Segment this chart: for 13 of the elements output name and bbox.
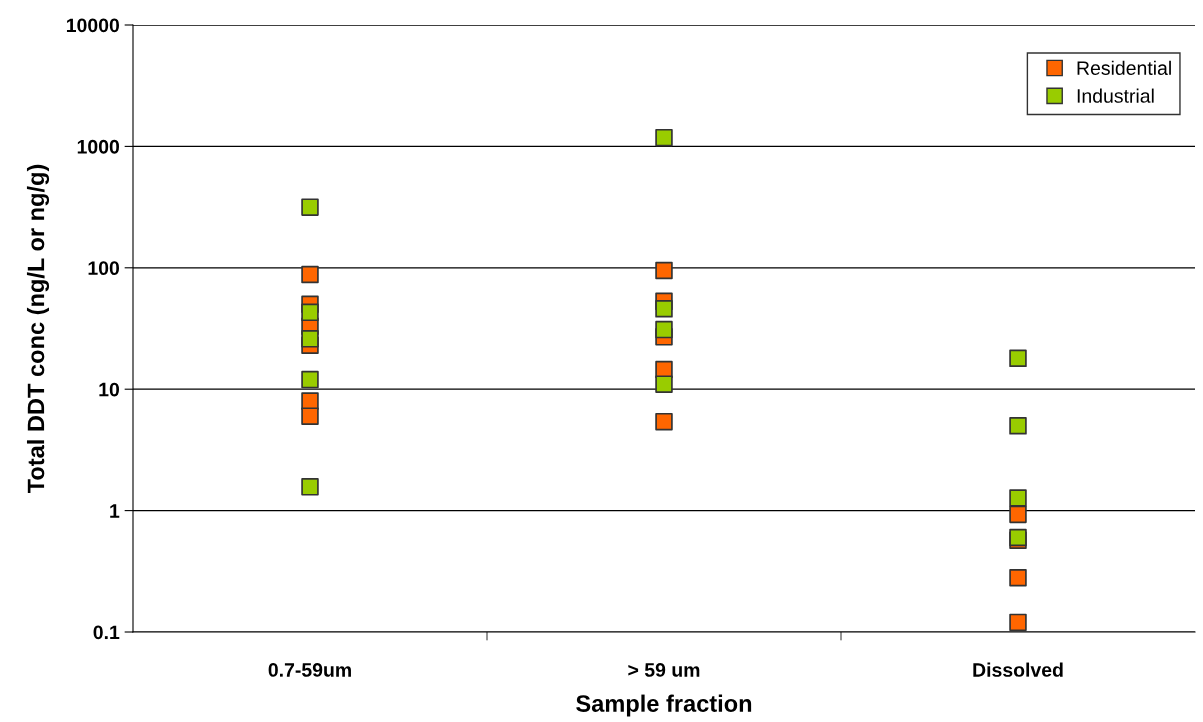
legend-label: Residential xyxy=(1077,60,1171,75)
x-axis-title: Sample fraction xyxy=(576,694,752,717)
y-tick-label: 100 xyxy=(88,261,120,276)
y-tick-label: 1 xyxy=(110,504,120,518)
x-tick-label: Dissolved xyxy=(973,662,1063,677)
y-tick-label: 10 xyxy=(99,382,120,397)
y-tick-label: 1000 xyxy=(77,139,120,154)
y-tick-label: 10000 xyxy=(66,18,120,33)
legend-label: Industrial xyxy=(1077,88,1154,103)
y-axis-title: Total DDT conc (ng/L or ng/g) xyxy=(26,164,50,494)
x-tick-label: > 59 um xyxy=(628,663,700,677)
y-tick-label: 0.1 xyxy=(93,625,120,640)
x-tick-label: 0.7-59um xyxy=(268,663,351,677)
